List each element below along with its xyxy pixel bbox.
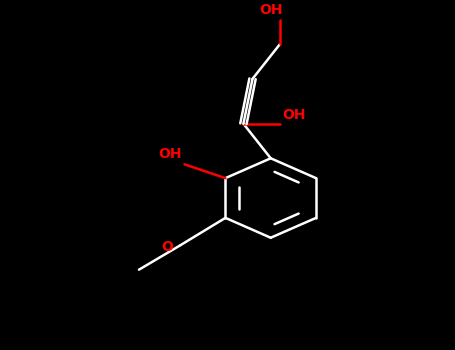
Text: OH: OH bbox=[282, 108, 306, 122]
Text: O: O bbox=[161, 240, 173, 254]
Text: OH: OH bbox=[259, 3, 283, 17]
Text: OH: OH bbox=[159, 147, 182, 161]
